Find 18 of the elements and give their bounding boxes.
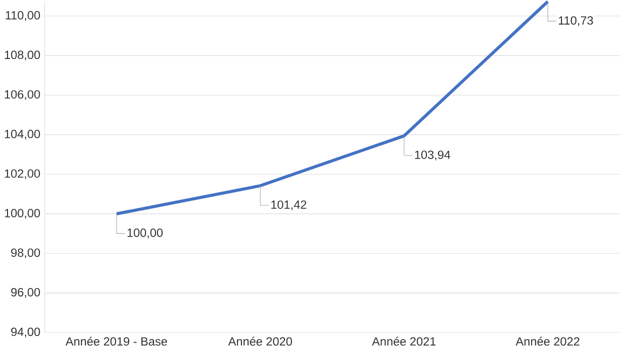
y-tick-label: 106,00 xyxy=(4,90,40,100)
y-tick-label: 98,00 xyxy=(11,248,40,258)
y-tick-label: 108,00 xyxy=(4,50,40,61)
y-tick-label: 94,00 xyxy=(11,328,40,338)
text: 110,73 xyxy=(558,16,593,26)
y-tick-label: 110,00 xyxy=(6,11,40,22)
y-tick-label: 100,00 xyxy=(4,209,40,219)
text: 103,94 xyxy=(415,150,450,161)
text: 100,00 xyxy=(128,228,163,239)
x-tick-label: Année 2020 xyxy=(228,336,292,346)
x-tick-label: Année 2019 - Base xyxy=(66,336,168,346)
y-tick-label: 102,00 xyxy=(4,170,40,180)
line-series xyxy=(115,0,550,216)
y-tick-label: 104,00 xyxy=(4,130,40,140)
x-tick-label: Année 2021 xyxy=(372,336,436,346)
y-tick-label: 96,00 xyxy=(11,288,40,298)
text: 101,42 xyxy=(271,200,306,210)
x-tick-label: Année 2022 xyxy=(516,336,580,346)
